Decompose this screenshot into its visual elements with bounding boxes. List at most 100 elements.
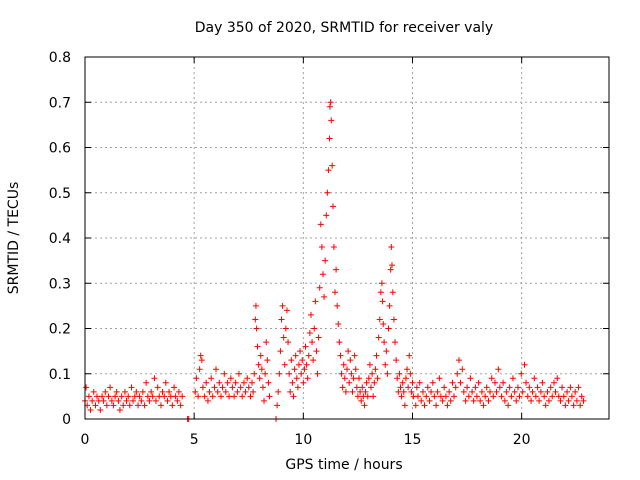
data-point bbox=[335, 320, 342, 327]
data-point bbox=[441, 384, 448, 391]
data-point bbox=[141, 402, 148, 409]
data-point bbox=[166, 388, 173, 395]
data-point bbox=[105, 393, 112, 400]
data-point bbox=[102, 388, 109, 395]
data-point bbox=[151, 375, 158, 382]
data-point bbox=[449, 379, 456, 386]
data-point bbox=[505, 402, 512, 409]
x-tick-label: 5 bbox=[190, 432, 199, 448]
data-point bbox=[294, 384, 301, 391]
x-tick-label: 10 bbox=[294, 432, 312, 448]
data-point bbox=[293, 375, 300, 382]
data-point bbox=[457, 379, 464, 386]
data-point bbox=[378, 280, 385, 287]
data-point bbox=[400, 388, 407, 395]
data-point bbox=[286, 370, 293, 377]
data-point bbox=[575, 384, 582, 391]
data-point bbox=[113, 388, 120, 395]
data-point bbox=[495, 366, 502, 373]
data-point bbox=[315, 334, 322, 341]
data-point bbox=[252, 316, 259, 323]
data-point bbox=[156, 393, 163, 400]
data-point bbox=[547, 384, 554, 391]
data-point bbox=[386, 302, 393, 309]
data-point bbox=[509, 375, 516, 382]
data-point bbox=[162, 379, 169, 386]
data-point bbox=[518, 370, 525, 377]
data-point bbox=[265, 379, 272, 386]
data-point bbox=[195, 393, 202, 400]
data-point bbox=[227, 375, 234, 382]
data-point bbox=[235, 370, 242, 377]
data-point bbox=[501, 397, 508, 404]
data-point bbox=[204, 397, 211, 404]
data-point bbox=[330, 244, 337, 251]
data-point bbox=[477, 397, 484, 404]
data-point bbox=[376, 316, 383, 323]
data-point bbox=[254, 343, 261, 350]
data-point bbox=[309, 339, 316, 346]
data-point bbox=[485, 397, 492, 404]
data-point bbox=[344, 366, 350, 373]
data-point bbox=[329, 162, 336, 169]
data-point bbox=[297, 348, 304, 355]
data-point bbox=[336, 339, 343, 346]
data-point bbox=[277, 348, 284, 355]
data-point bbox=[323, 212, 330, 219]
data-point bbox=[480, 402, 487, 409]
data-point bbox=[500, 379, 507, 386]
data-point bbox=[199, 384, 206, 391]
data-point bbox=[447, 397, 454, 404]
data-point bbox=[99, 393, 106, 400]
data-point bbox=[469, 388, 476, 395]
data-point bbox=[354, 393, 361, 400]
data-point bbox=[252, 302, 259, 309]
data-point bbox=[209, 393, 216, 400]
data-point bbox=[562, 402, 569, 409]
data-point bbox=[139, 388, 146, 395]
data-point bbox=[452, 384, 459, 391]
data-point bbox=[349, 388, 356, 395]
data-point bbox=[198, 357, 205, 364]
data-point bbox=[239, 393, 246, 400]
data-point bbox=[536, 397, 543, 404]
data-point bbox=[283, 307, 290, 314]
data-point bbox=[421, 402, 428, 409]
data-point bbox=[524, 393, 531, 400]
data-point bbox=[197, 352, 204, 359]
data-point bbox=[429, 379, 436, 386]
data-point bbox=[467, 375, 474, 382]
data-point bbox=[110, 402, 117, 409]
data-point bbox=[224, 379, 231, 386]
data-point bbox=[316, 284, 323, 291]
data-point bbox=[251, 370, 258, 377]
data-point bbox=[377, 289, 384, 296]
data-point bbox=[164, 397, 171, 404]
data-point bbox=[537, 388, 544, 395]
data-point bbox=[136, 393, 143, 400]
data-point bbox=[519, 388, 526, 395]
data-point bbox=[331, 289, 338, 296]
data-point bbox=[503, 388, 510, 395]
data-point bbox=[85, 393, 92, 400]
data-point bbox=[437, 393, 444, 400]
data-point bbox=[436, 375, 443, 382]
data-point bbox=[464, 384, 471, 391]
y-tick-label: 0.4 bbox=[49, 231, 71, 247]
data-point bbox=[148, 388, 155, 395]
data-point bbox=[307, 311, 314, 318]
data-point bbox=[365, 375, 372, 382]
data-point bbox=[133, 388, 140, 395]
data-point bbox=[337, 352, 344, 359]
data-point bbox=[498, 393, 505, 400]
data-point bbox=[580, 397, 587, 404]
data-point bbox=[206, 388, 213, 395]
data-point bbox=[300, 379, 307, 386]
data-point bbox=[359, 384, 366, 391]
data-point bbox=[301, 366, 308, 373]
data-point bbox=[454, 370, 461, 377]
data-point bbox=[402, 375, 409, 382]
data-point bbox=[221, 370, 228, 377]
data-point bbox=[174, 397, 181, 404]
data-point bbox=[87, 406, 94, 413]
